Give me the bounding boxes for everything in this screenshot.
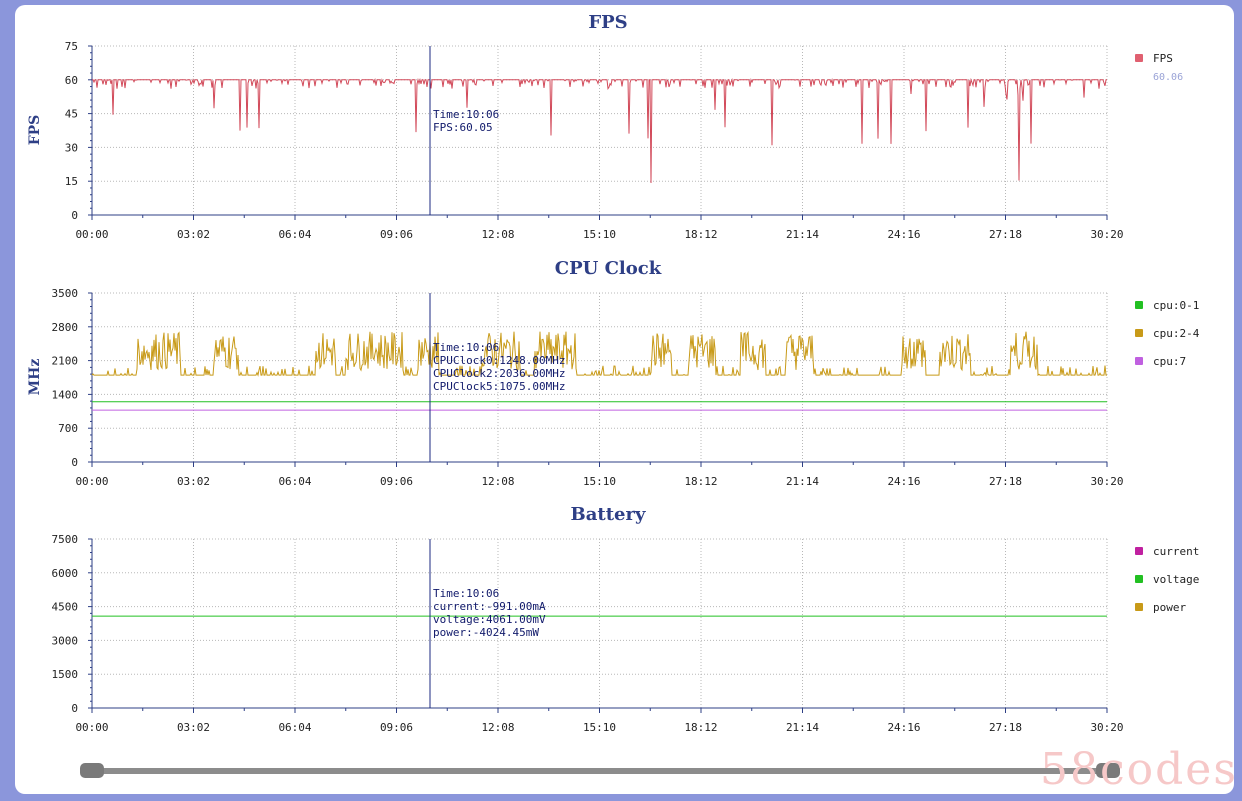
chart-title-fps: FPS bbox=[588, 12, 627, 33]
x-tick-label: 24:16 bbox=[887, 721, 920, 734]
y-tick-label: 3500 bbox=[52, 287, 79, 300]
x-tick-label: 27:18 bbox=[989, 475, 1022, 488]
y-tick-label: 15 bbox=[65, 175, 78, 188]
x-tick-label: 18:12 bbox=[684, 475, 717, 488]
x-tick-label: 30:20 bbox=[1090, 475, 1123, 488]
tooltip-line: Time:10:06 bbox=[433, 341, 499, 354]
range-slider-left-handle[interactable] bbox=[80, 763, 104, 778]
y-tick-label: 1400 bbox=[52, 388, 79, 401]
x-tick-label: 21:14 bbox=[786, 475, 819, 488]
y-axis-label-fps: FPS bbox=[27, 115, 43, 146]
x-tick-label: 00:00 bbox=[75, 475, 108, 488]
y-tick-label: 0 bbox=[71, 456, 78, 469]
legend-swatch-current bbox=[1135, 547, 1143, 555]
x-tick-label: 24:16 bbox=[887, 475, 920, 488]
legend-swatch-cpu:2-4 bbox=[1135, 329, 1143, 337]
legend-swatch-cpu:7 bbox=[1135, 357, 1143, 365]
legend-value: 60.06 bbox=[1153, 72, 1183, 83]
watermark-logo: 58codes bbox=[1040, 744, 1238, 795]
series-line-FPS bbox=[92, 77, 1107, 184]
x-tick-label: 03:02 bbox=[177, 721, 210, 734]
x-tick-label: 12:08 bbox=[481, 721, 514, 734]
chart-title-battery: Battery bbox=[571, 504, 646, 525]
legend-swatch-power bbox=[1135, 603, 1143, 611]
legend-swatch-cpu:0-1 bbox=[1135, 301, 1143, 309]
y-tick-label: 7500 bbox=[52, 533, 79, 546]
y-tick-label: 1500 bbox=[52, 668, 79, 681]
y-tick-label: 2100 bbox=[52, 355, 79, 368]
legend-label: voltage bbox=[1153, 573, 1199, 586]
x-tick-label: 18:12 bbox=[684, 228, 717, 241]
x-tick-label: 30:20 bbox=[1090, 721, 1123, 734]
x-tick-label: 00:00 bbox=[75, 228, 108, 241]
x-tick-label: 27:18 bbox=[989, 228, 1022, 241]
legend-swatch-voltage bbox=[1135, 575, 1143, 583]
x-tick-label: 24:16 bbox=[887, 228, 920, 241]
y-tick-label: 30 bbox=[65, 141, 78, 154]
chart-title-cpu: CPU Clock bbox=[555, 258, 662, 279]
legend-label: cpu:2-4 bbox=[1153, 327, 1200, 340]
range-slider-right-handle[interactable] bbox=[1096, 763, 1120, 778]
y-tick-label: 0 bbox=[71, 702, 78, 715]
x-tick-label: 12:08 bbox=[481, 475, 514, 488]
y-tick-label: 0 bbox=[71, 209, 78, 222]
legend-label: FPS bbox=[1153, 52, 1173, 65]
tooltip-line: current:-991.00mA bbox=[433, 600, 546, 613]
tooltip-line: CPUClock0:1248.00MHz bbox=[433, 354, 565, 367]
legend-label: power bbox=[1153, 601, 1186, 614]
x-tick-label: 09:06 bbox=[380, 228, 413, 241]
tooltip-line: CPUClock5:1075.00MHz bbox=[433, 380, 565, 393]
legend-swatch-FPS bbox=[1135, 54, 1143, 62]
y-tick-label: 6000 bbox=[52, 567, 79, 580]
tooltip-line: voltage:4061.00mV bbox=[433, 613, 546, 626]
x-tick-label: 21:14 bbox=[786, 228, 819, 241]
legend-label: cpu:0-1 bbox=[1153, 299, 1199, 312]
x-tick-label: 06:04 bbox=[278, 721, 311, 734]
x-tick-label: 06:04 bbox=[278, 228, 311, 241]
y-tick-label: 4500 bbox=[52, 601, 79, 614]
x-tick-label: 09:06 bbox=[380, 721, 413, 734]
y-axis-label-cpu: MHz bbox=[27, 359, 43, 396]
x-tick-label: 06:04 bbox=[278, 475, 311, 488]
tooltip-line: power:-4024.45mW bbox=[433, 626, 539, 639]
x-tick-label: 27:18 bbox=[989, 721, 1022, 734]
x-tick-label: 03:02 bbox=[177, 475, 210, 488]
tooltip-line: CPUClock2:2036.00MHz bbox=[433, 367, 565, 380]
y-tick-label: 2800 bbox=[52, 321, 79, 334]
legend-label: current bbox=[1153, 545, 1199, 558]
series-line-cpu:2-4 bbox=[91, 330, 1107, 378]
y-tick-label: 700 bbox=[58, 422, 78, 435]
x-tick-label: 09:06 bbox=[380, 475, 413, 488]
legend-label: cpu:7 bbox=[1153, 355, 1186, 368]
tooltip-line: FPS:60.05 bbox=[433, 121, 493, 134]
y-tick-label: 60 bbox=[65, 74, 78, 87]
x-tick-label: 15:10 bbox=[583, 721, 616, 734]
x-tick-label: 15:10 bbox=[583, 475, 616, 488]
x-tick-label: 18:12 bbox=[684, 721, 717, 734]
tooltip-line: Time:10:06 bbox=[433, 108, 499, 121]
y-tick-label: 3000 bbox=[52, 634, 79, 647]
y-tick-label: 45 bbox=[65, 108, 78, 121]
y-tick-label: 75 bbox=[65, 40, 78, 53]
x-tick-label: 03:02 bbox=[177, 228, 210, 241]
x-tick-label: 21:14 bbox=[786, 721, 819, 734]
x-tick-label: 30:20 bbox=[1090, 228, 1123, 241]
x-tick-label: 00:00 bbox=[75, 721, 108, 734]
x-tick-label: 15:10 bbox=[583, 228, 616, 241]
x-tick-label: 12:08 bbox=[481, 228, 514, 241]
range-slider-track[interactable] bbox=[85, 768, 1107, 774]
tooltip-line: Time:10:06 bbox=[433, 587, 499, 600]
